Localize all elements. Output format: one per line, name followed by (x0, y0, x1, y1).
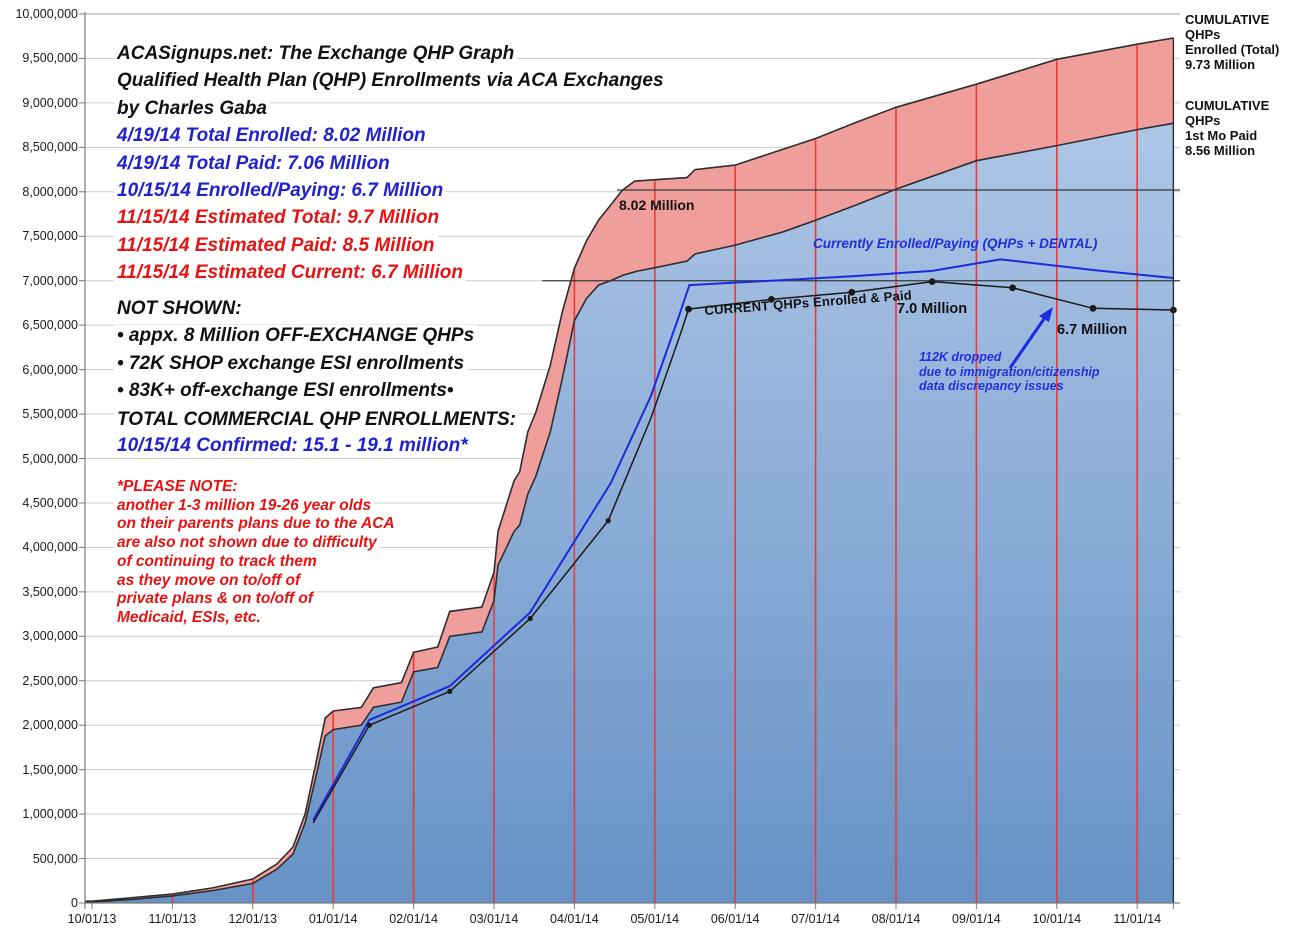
chart-canvas (79, 12, 1180, 909)
chart-page: 0 500,000 1,000,000 1,500,000 2,000,000 2,500… (15, 7, 1280, 926)
